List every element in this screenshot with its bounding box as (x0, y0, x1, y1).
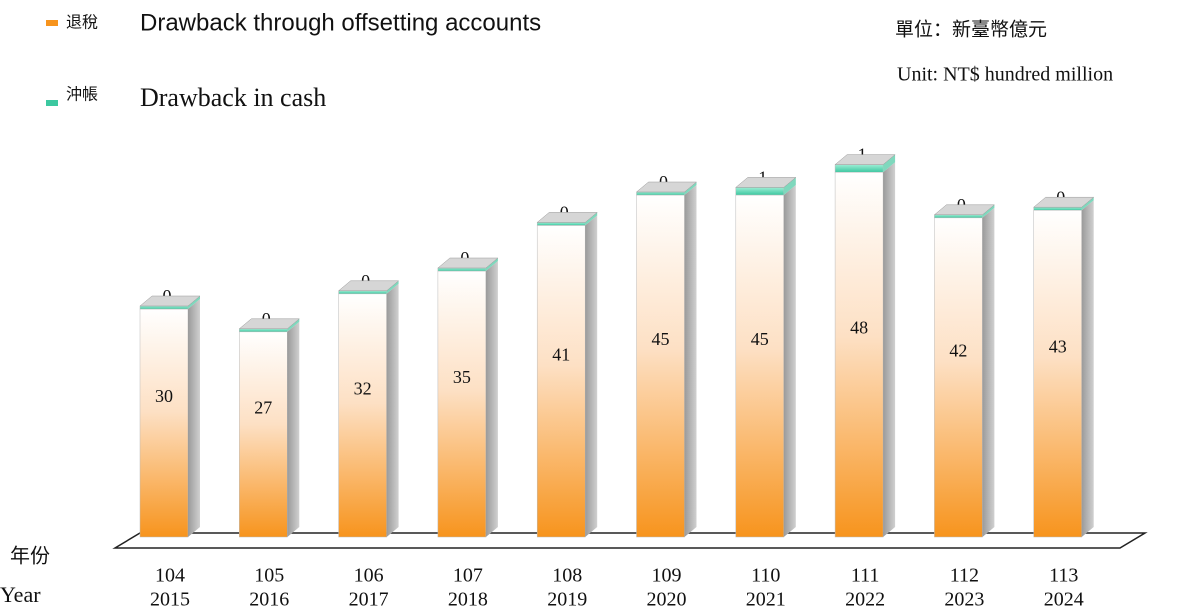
bar-side (585, 212, 598, 226)
bar-top (635, 181, 698, 193)
bar-segment (437, 267, 487, 272)
bar-side (585, 215, 598, 537)
bar-top (437, 257, 499, 269)
value-label: 48 (850, 318, 868, 338)
x-tick-label: 113 (1049, 565, 1078, 587)
bar-side (1081, 197, 1094, 211)
value-label: 27 (254, 398, 272, 418)
bar-side (485, 261, 498, 537)
bar-segment (338, 290, 387, 295)
bar-segment (139, 308, 189, 538)
bar-top (735, 177, 797, 188)
bar-side (386, 283, 399, 537)
bar-top (933, 204, 996, 216)
x-tick-label: 2020 (647, 589, 687, 611)
bar-side (188, 296, 200, 309)
x-tick-label: 104 (155, 565, 185, 587)
x-tick-label: 105 (254, 565, 284, 587)
bar-segment (1033, 206, 1082, 211)
x-tick-label: 2023 (944, 589, 984, 611)
bar-segment (735, 187, 785, 196)
legend-label: 沖帳 (66, 86, 98, 104)
bar-segment (934, 214, 983, 219)
bar-side (386, 280, 399, 294)
bar-top (834, 154, 896, 165)
bar-side (188, 299, 200, 537)
legend-swatch (46, 20, 58, 26)
bar-segment (139, 305, 189, 310)
bar-top (536, 212, 598, 223)
bar-segment (1033, 209, 1082, 538)
bar-segment (437, 270, 487, 538)
value-label: 42 (949, 341, 967, 361)
bar-side (783, 185, 796, 537)
x-tick-label: 2024 (1044, 589, 1084, 611)
bar-segment (834, 164, 884, 173)
legend-label: 退稅 (66, 14, 98, 32)
x-tick-label: 111 (851, 565, 880, 587)
bar-segment (239, 328, 288, 333)
bar-segment (536, 222, 586, 226)
x-tick-label: 2021 (746, 589, 786, 611)
x-tick-label: 107 (453, 565, 483, 587)
value-label: 45 (751, 329, 769, 349)
x-tick-label: 112 (950, 565, 979, 587)
bar-side (485, 258, 498, 271)
bar-side (287, 318, 300, 332)
x-tick-label: 109 (652, 565, 682, 587)
bar-segment (735, 194, 785, 538)
value-label: 41 (552, 344, 570, 364)
bar-side (684, 185, 697, 537)
x-tick-label: 108 (552, 565, 582, 587)
value-label: 43 (1049, 337, 1067, 357)
unit-label: 單位：新臺幣億元 (895, 18, 1047, 40)
legend-label: Drawback through offsetting accounts (140, 9, 541, 36)
bar-segment (934, 217, 983, 538)
bar-segment (834, 171, 884, 538)
axis-label: 年份 (10, 545, 50, 568)
value-label: 45 (652, 329, 670, 349)
unit-label: Unit: NT$ hundred million (897, 64, 1113, 86)
bar-segment (239, 331, 288, 538)
x-tick-label: 2019 (547, 589, 587, 611)
bar-side (684, 182, 697, 195)
bar-side (883, 154, 896, 173)
bar-segment (338, 293, 387, 538)
value-label: 35 (453, 367, 471, 387)
axis-label: Year (0, 582, 41, 607)
x-tick-label: 110 (751, 565, 780, 587)
x-tick-label: 2018 (448, 589, 488, 611)
bar-side (1081, 200, 1094, 537)
bar-top (337, 280, 400, 292)
bar-side (982, 204, 995, 218)
x-tick-label: 106 (354, 565, 384, 587)
legend-label: Drawback in cash (140, 83, 326, 112)
bar-top (238, 318, 300, 330)
bar-side (783, 177, 796, 195)
bar-top (1033, 196, 1095, 208)
bar-top (139, 295, 201, 307)
legend-swatch (46, 100, 58, 106)
bar-side (982, 207, 995, 538)
x-tick-label: 2016 (249, 589, 289, 611)
value-label: 30 (155, 386, 173, 406)
x-tick-label: 2017 (349, 589, 389, 611)
x-tick-label: 2022 (845, 589, 885, 611)
x-tick-label: 2015 (150, 589, 190, 611)
bar-segment (636, 191, 685, 196)
bar-segment (536, 225, 586, 538)
bar-segment (636, 194, 685, 538)
bar-side (287, 321, 300, 537)
bar-side (883, 162, 896, 537)
value-label: 32 (354, 379, 372, 399)
